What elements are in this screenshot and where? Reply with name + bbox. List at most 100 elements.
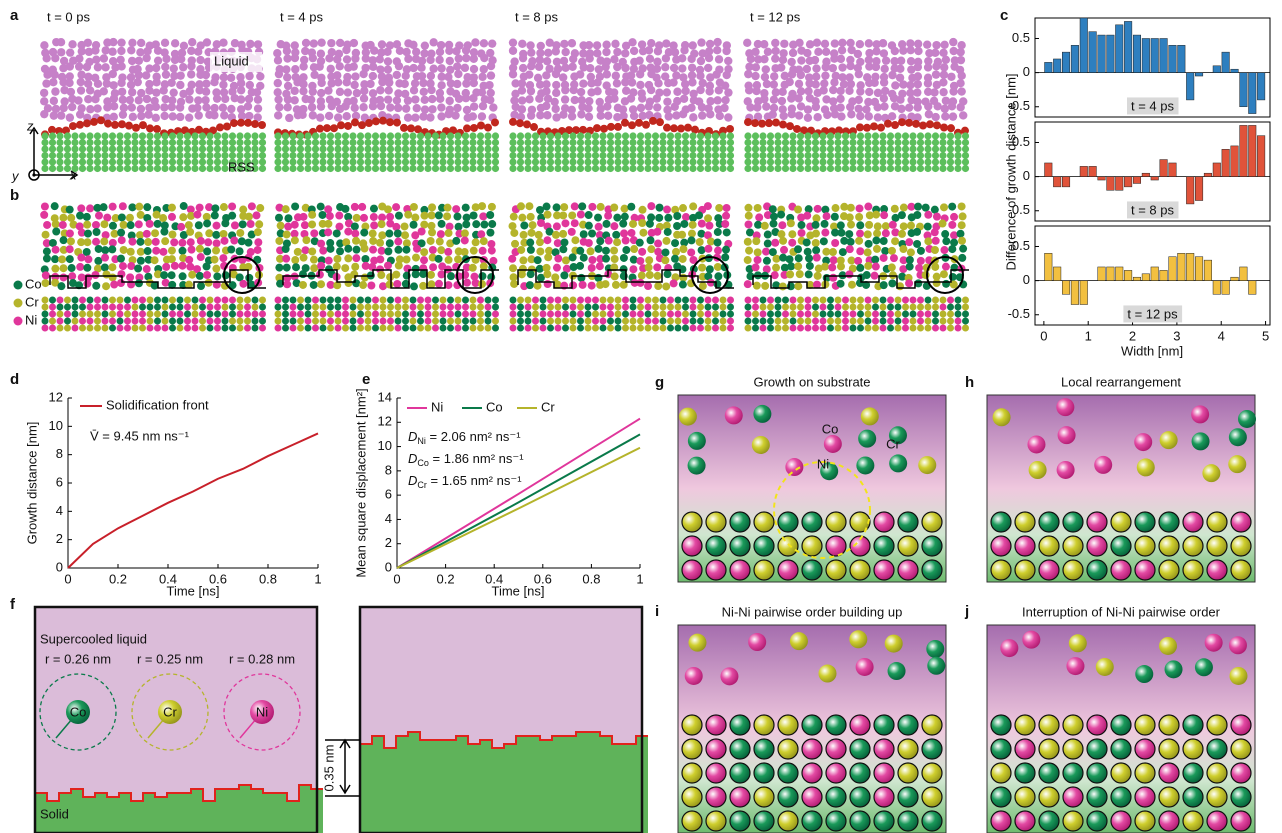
line [68,433,318,568]
atom [387,325,394,332]
atom [259,158,266,165]
atom [290,96,298,104]
atom [745,325,752,332]
bar [1089,32,1097,73]
atom [472,238,480,246]
atom [821,40,829,48]
atom [835,297,842,304]
atom [492,158,499,165]
atom [532,325,539,332]
atom [754,248,762,256]
x-tick-label: 1 [636,571,643,586]
atom [60,236,68,244]
atom [962,297,969,304]
atom [1135,739,1155,759]
atom [593,49,601,57]
atom [282,145,289,152]
atom [259,318,266,325]
atom [367,282,375,290]
atom [76,121,84,129]
atom [435,56,443,64]
atom [806,262,814,270]
atom [480,54,488,62]
atom [865,325,872,332]
atom [636,239,644,247]
atom [236,132,243,139]
atom [993,408,1011,426]
bar [1133,177,1141,184]
atom [199,132,206,139]
atom [74,96,82,104]
atom [804,145,811,152]
atom [637,311,644,318]
atom [308,211,316,219]
atom [576,262,584,270]
atom [704,202,712,210]
atom [327,158,334,165]
atom [917,304,924,311]
atom [395,325,402,332]
atom [850,715,870,735]
atom [109,304,116,311]
atom [509,118,517,126]
atom [534,282,542,290]
bar [1115,25,1123,73]
atom [675,311,682,318]
atom [317,240,325,248]
atom [372,152,379,159]
atom [160,103,168,111]
atom [42,304,49,311]
atom [682,763,702,783]
atom [744,152,751,159]
axis-title: Mean square displacement [nm²] [353,388,368,577]
atom [79,311,86,318]
atom [891,205,899,213]
atom [509,152,516,159]
bar [1053,59,1061,73]
atom [187,70,195,78]
atom [342,132,349,139]
atom [259,139,266,146]
atom [879,139,886,146]
atom [842,165,849,172]
atom [644,139,651,146]
atom [856,87,864,95]
atom [789,158,796,165]
atom [1087,560,1107,580]
y-tick-label: 12 [378,414,392,429]
atom [790,325,797,332]
atom [251,152,258,159]
atom [147,304,154,311]
atom [1111,512,1131,532]
atom [146,158,153,165]
atom [654,47,662,55]
atom [850,311,857,318]
atom [821,229,829,237]
atom [196,272,204,280]
atom [1063,763,1083,783]
atom [932,145,939,152]
atom [351,230,359,238]
atom [524,158,531,165]
atom [704,245,712,253]
atom [821,206,829,214]
atom [719,139,726,146]
atom [137,257,145,265]
atom [275,237,283,245]
atom [939,220,947,228]
atom [282,139,289,146]
atom [283,47,291,55]
atom [101,254,109,262]
atom [86,86,94,94]
atom [341,205,349,213]
time-label: t = 8 ps [515,9,558,24]
atom [92,221,100,229]
atom [812,311,819,318]
atom [955,318,962,325]
atom [124,318,131,325]
atom [539,145,546,152]
atom [411,113,419,121]
atom [902,165,909,172]
atom [334,152,341,159]
atom [68,264,76,272]
